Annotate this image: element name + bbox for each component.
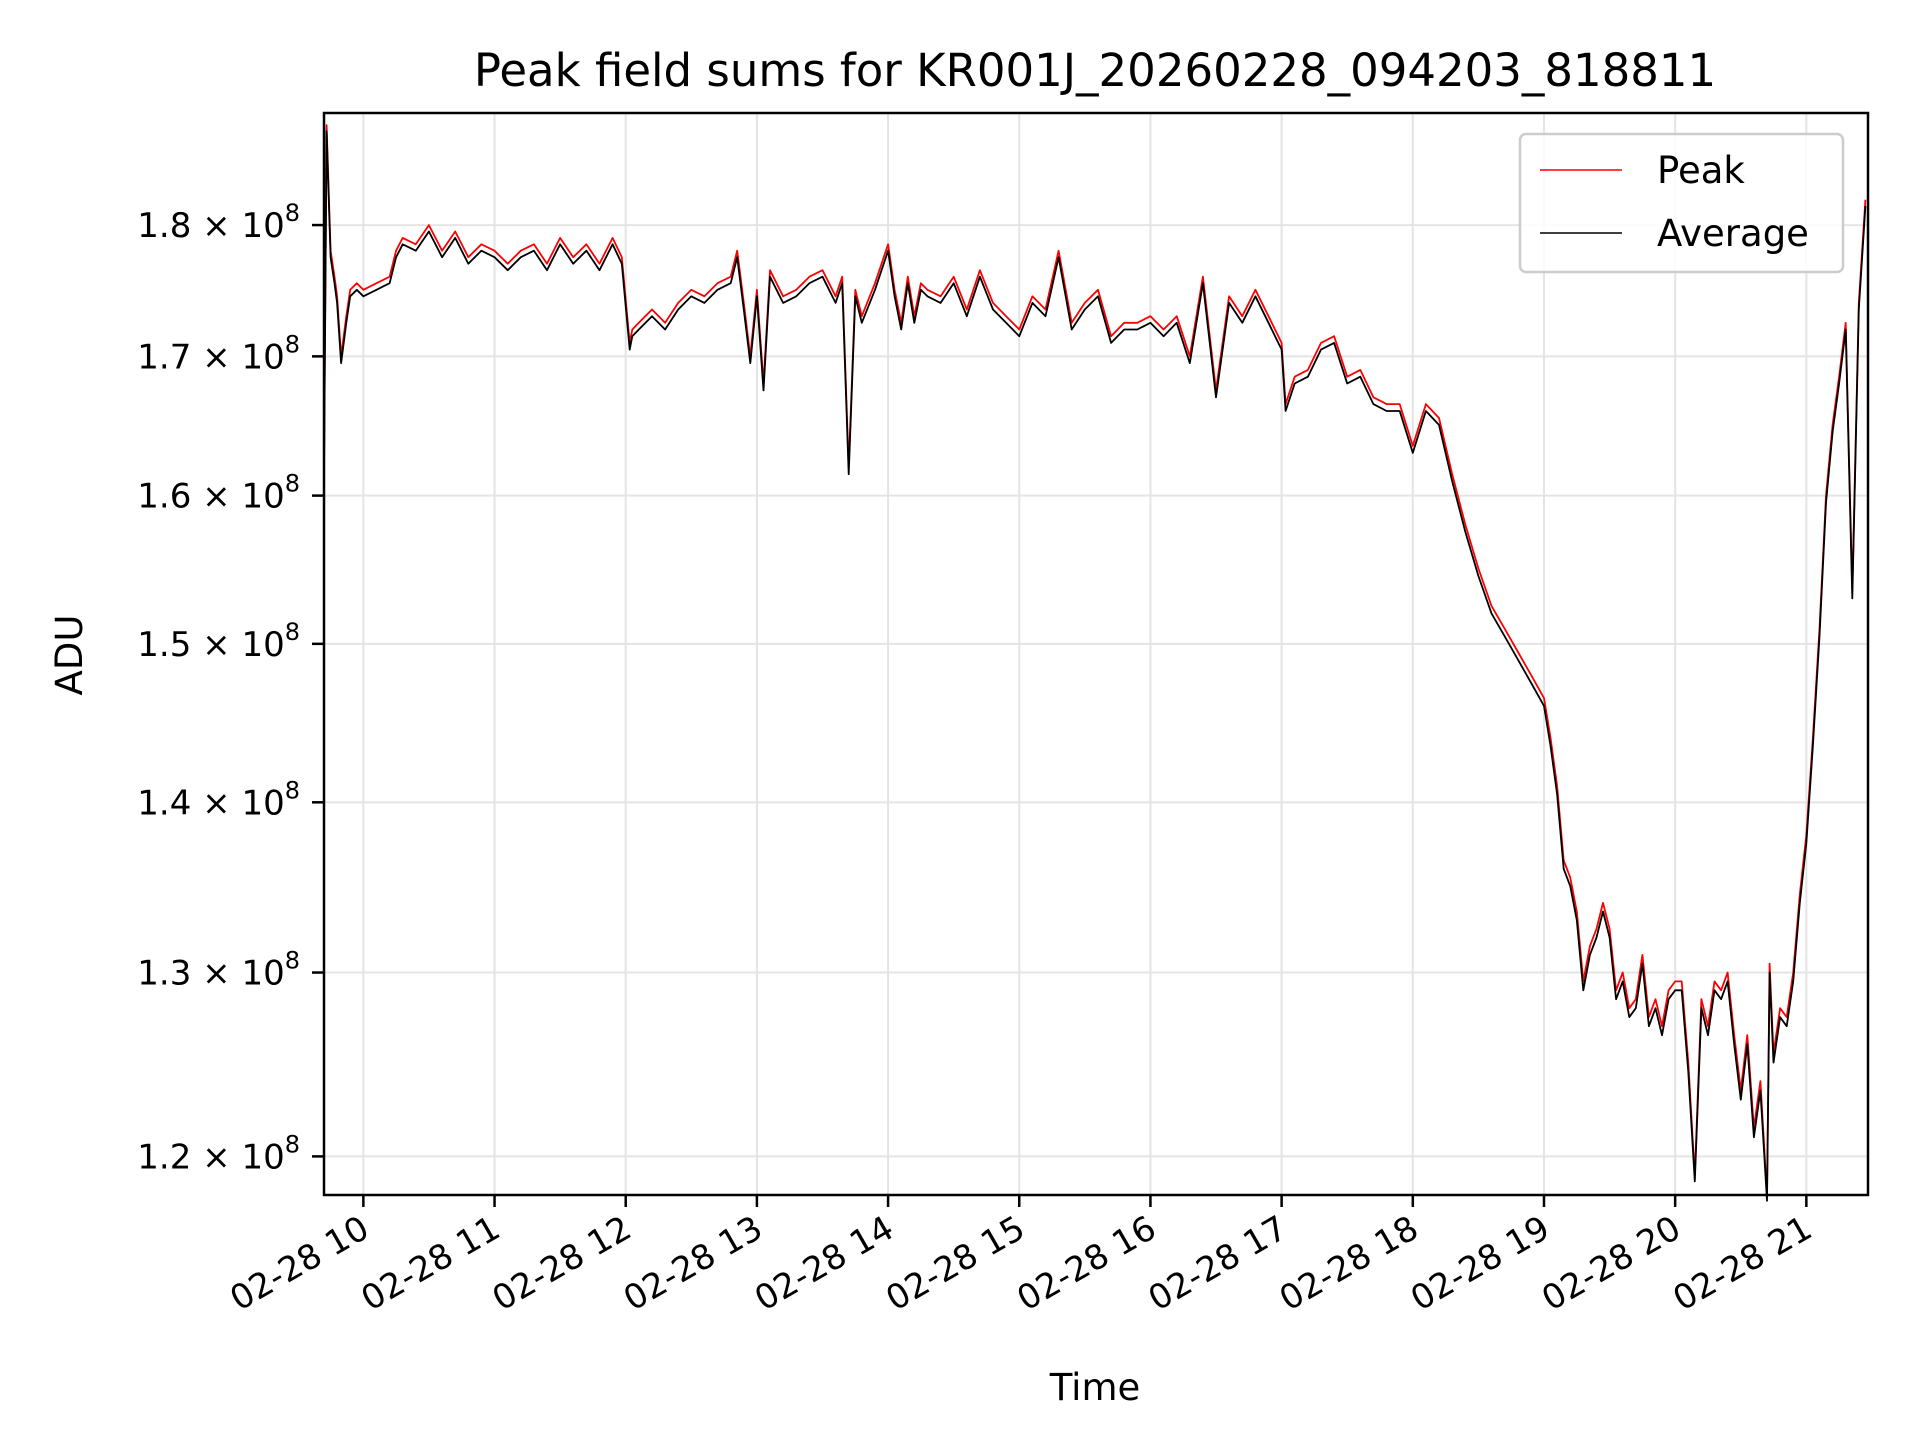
y-tick-label: 1.5 × 108: [137, 618, 300, 665]
y-tick-label: 1.3 × 108: [137, 947, 300, 994]
plot-frame: [322, 111, 1870, 1197]
y-axis-label: ADU: [48, 615, 91, 696]
y-tick-label: 1.6 × 108: [137, 470, 300, 517]
legend-box: [1518, 132, 1845, 274]
legend-label-average: Average: [1657, 212, 1809, 255]
legend: Peak Average: [1518, 132, 1845, 274]
series-lines: [323, 124, 1867, 1202]
y-tick-label: 1.8 × 108: [137, 199, 300, 246]
series-line-average: [323, 130, 1867, 1202]
y-tick-label: 1.4 × 108: [137, 776, 300, 823]
y-tick-label: 1.7 × 108: [137, 330, 300, 377]
legend-label-peak: Peak: [1657, 149, 1745, 192]
x-axis-label: Time: [1049, 1366, 1141, 1409]
y-axis-ticks: 1.2 × 108 1.3 × 108 1.4 × 108 1.5 × 108 1.6 …: [137, 199, 324, 1177]
chart-title: Peak field sums for KR001J_20260228_0942…: [474, 44, 1716, 97]
y-tick-label: 1.2 × 108: [137, 1130, 300, 1177]
